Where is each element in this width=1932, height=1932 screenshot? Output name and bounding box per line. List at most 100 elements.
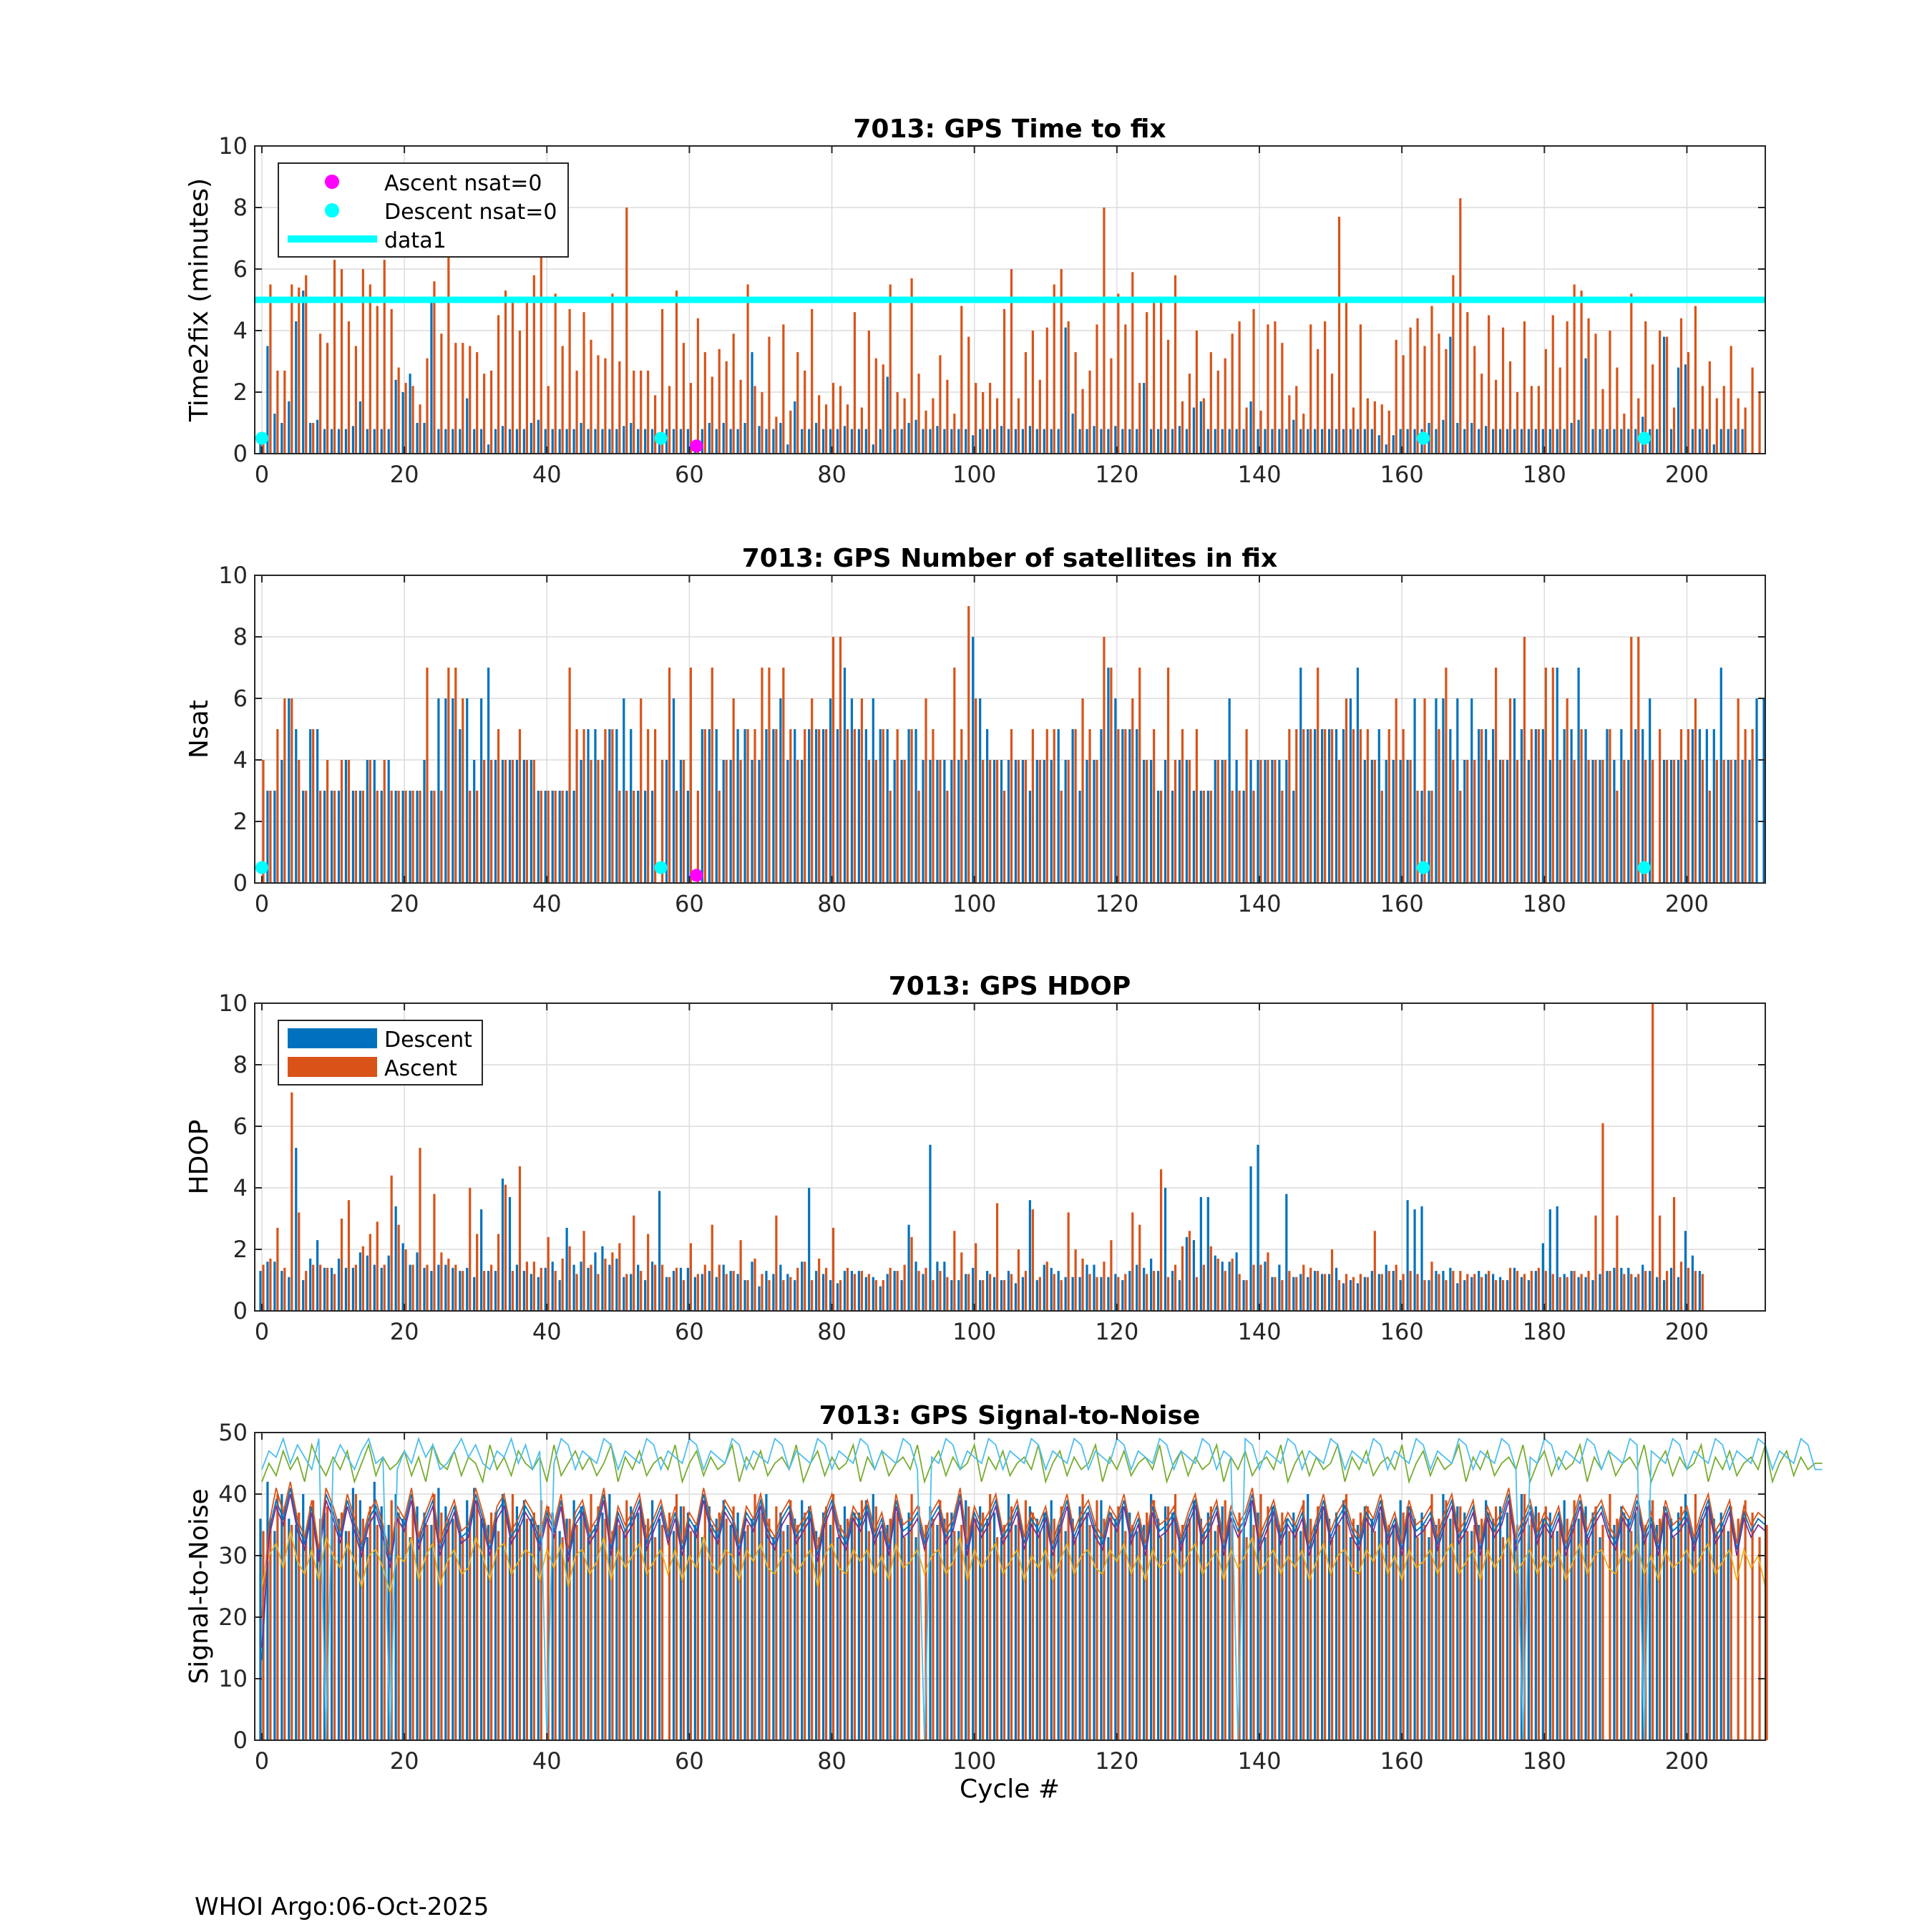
bar-ascent: [640, 370, 643, 454]
bar-descent: [473, 1488, 476, 1740]
bar-ascent: [1488, 760, 1491, 883]
bar-ascent: [1337, 1280, 1341, 1311]
bar-descent: [722, 1264, 725, 1311]
bar-descent: [1506, 1512, 1509, 1740]
bar-descent: [409, 374, 411, 454]
bar-descent: [587, 729, 590, 883]
bar-descent: [487, 444, 490, 454]
bar-ascent: [739, 379, 742, 454]
bar-descent: [1199, 791, 1202, 883]
bar-ascent: [768, 336, 771, 454]
legend-ascent-label: Ascent: [384, 1056, 457, 1081]
bar-ascent: [483, 374, 486, 454]
bar-descent: [736, 1274, 739, 1311]
bar-ascent: [511, 1271, 514, 1311]
bar-descent: [366, 760, 369, 883]
bar-ascent: [262, 760, 265, 883]
bar-descent: [992, 760, 996, 883]
bar-descent: [1691, 1255, 1694, 1311]
y-tick-label: 10: [218, 132, 248, 160]
bar-ascent: [276, 370, 279, 454]
bar-descent: [965, 429, 967, 454]
bar-descent: [1456, 423, 1459, 454]
bar-ascent: [1765, 1525, 1768, 1740]
bar-ascent: [675, 1494, 678, 1740]
bar-descent: [1178, 1280, 1181, 1311]
bar-descent: [1669, 760, 1673, 883]
bar-ascent: [1488, 315, 1491, 454]
bar-ascent: [889, 1518, 892, 1740]
bar-descent: [430, 791, 433, 883]
bar-ascent: [540, 791, 542, 883]
x-tick-label: 160: [1380, 1747, 1424, 1775]
bar-descent: [309, 1506, 312, 1740]
bar-descent: [1684, 364, 1687, 454]
bar-ascent: [1459, 1271, 1462, 1311]
bar-descent: [515, 760, 519, 883]
bar-ascent: [1045, 729, 1048, 883]
bar-ascent: [1679, 729, 1683, 883]
bar-ascent: [1623, 414, 1626, 454]
bar-ascent: [789, 1500, 792, 1740]
y-tick-label: 10: [218, 562, 248, 589]
bar-descent: [551, 429, 554, 454]
bar-ascent: [1110, 358, 1113, 454]
bar-descent: [914, 1537, 917, 1740]
panel2-axes-box: [254, 575, 1766, 884]
bar-ascent: [497, 1531, 500, 1740]
bar-descent: [544, 429, 547, 454]
bar-ascent: [775, 416, 778, 454]
bar-ascent: [960, 729, 963, 883]
bar-descent: [280, 423, 283, 454]
bar-ascent: [411, 386, 414, 454]
bar-descent: [1684, 760, 1687, 883]
bar-descent: [1520, 429, 1523, 454]
bar-descent: [1698, 1525, 1701, 1740]
bar-descent: [900, 1518, 903, 1740]
bar-descent: [1114, 1274, 1117, 1311]
bar-descent: [330, 1267, 333, 1311]
bar-ascent: [1580, 729, 1583, 883]
bar-ascent: [611, 1252, 614, 1311]
bar-descent: [601, 760, 604, 883]
bar-ascent: [860, 1271, 863, 1311]
bar-descent: [779, 698, 782, 883]
bar-ascent: [1302, 1500, 1305, 1740]
bar-ascent: [1096, 1277, 1098, 1311]
bar-ascent: [1659, 331, 1662, 454]
bar-ascent: [1309, 324, 1312, 454]
bar-descent: [1035, 429, 1038, 454]
bar-descent: [1093, 1264, 1096, 1311]
bar-descent: [1634, 729, 1637, 883]
bar-descent: [1498, 429, 1502, 454]
legend-ascent-nsat0-label: Ascent nsat=0: [384, 171, 542, 196]
bar-descent: [1235, 429, 1238, 454]
bar-ascent: [525, 296, 528, 454]
bar-ascent: [1010, 729, 1013, 883]
x-tick-label: 80: [817, 1747, 847, 1775]
bar-ascent: [1288, 1531, 1291, 1740]
bar-ascent: [1281, 791, 1284, 883]
bar-ascent: [1188, 1231, 1191, 1311]
x-tick-label: 180: [1523, 890, 1566, 917]
bar-descent: [972, 435, 975, 454]
bar-descent: [765, 1494, 768, 1740]
x-tick-label: 80: [817, 461, 847, 488]
bar-descent: [1157, 1271, 1160, 1311]
bar-ascent: [597, 1274, 600, 1311]
bar-descent: [558, 1280, 561, 1311]
bar-descent: [594, 1525, 597, 1740]
y-tick-label: 0: [233, 1727, 248, 1754]
bar-ascent: [1473, 1525, 1476, 1740]
bar-ascent: [775, 729, 778, 883]
bar-ascent: [1330, 374, 1334, 454]
bar-ascent: [1160, 791, 1163, 883]
x-tick-label: 200: [1665, 1318, 1709, 1345]
bar-ascent: [1729, 346, 1732, 454]
x-tick-label: 120: [1095, 1747, 1138, 1775]
x-tick-label: 20: [390, 1747, 419, 1775]
bar-ascent: [831, 1494, 835, 1740]
bar-descent: [922, 760, 924, 883]
bar-descent: [772, 1274, 775, 1311]
